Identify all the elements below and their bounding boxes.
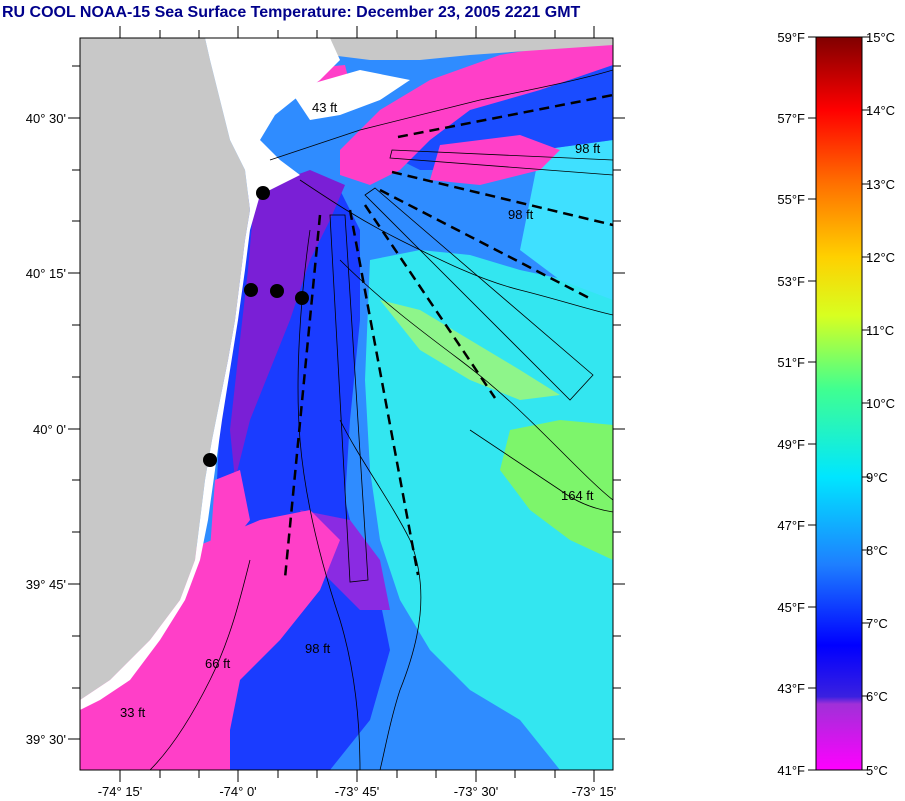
- colorbar-gradient: [815, 36, 863, 771]
- latitude-label: 40° 0': [33, 422, 66, 437]
- contour-label: 98 ft: [575, 141, 601, 156]
- fahrenheit-label: 59°F: [777, 30, 805, 45]
- cyan-water: [365, 250, 613, 770]
- survey-box: [329, 214, 369, 583]
- contour-label: 33 ft: [120, 705, 146, 720]
- celsius-label: 7°C: [866, 616, 888, 631]
- celsius-label: 15°C: [866, 30, 895, 45]
- station-marker: [256, 186, 270, 200]
- radial-line: [397, 93, 613, 139]
- celsius-label: 9°C: [866, 470, 888, 485]
- celsius-label: 12°C: [866, 250, 895, 265]
- longitude-label: -73° 15': [572, 784, 617, 799]
- contour-line: [339, 419, 422, 770]
- magenta-north: [340, 40, 613, 185]
- fahrenheit-label: 49°F: [777, 437, 805, 452]
- radial-line: [283, 214, 322, 579]
- longitude-label: -74° 15': [98, 784, 143, 799]
- station-marker: [244, 283, 258, 297]
- fahrenheit-label: 53°F: [777, 274, 805, 289]
- celsius-label: 11°C: [866, 323, 894, 338]
- contour-line: [339, 259, 613, 501]
- fahrenheit-label: 43°F: [777, 681, 805, 696]
- latitude-label: 39° 30': [26, 732, 66, 747]
- longitude-label: -73° 45': [335, 784, 380, 799]
- fahrenheit-label: 45°F: [777, 600, 805, 615]
- latitude-label: 40° 15': [26, 266, 66, 281]
- contour-label: 43 ft: [312, 100, 338, 115]
- longitude-label: -74° 0': [219, 784, 256, 799]
- radial-line: [363, 204, 497, 399]
- contour-line: [269, 69, 613, 161]
- contour-label: 98 ft: [305, 641, 331, 656]
- celsius-label: 6°C: [866, 689, 888, 704]
- fahrenheit-label: 47°F: [777, 518, 805, 533]
- radial-line: [391, 170, 613, 227]
- contour-label: 164 ft: [561, 488, 594, 503]
- magenta-coast-strip: [210, 470, 250, 550]
- survey-box: [364, 187, 594, 401]
- cyan-east-strip: [520, 140, 613, 300]
- radial-line: [379, 188, 594, 302]
- contour-line: [297, 229, 361, 770]
- radial-line: [348, 209, 420, 576]
- fahrenheit-label: 41°F: [777, 763, 805, 778]
- station-marker: [295, 291, 309, 305]
- fahrenheit-label: 55°F: [777, 192, 805, 207]
- station-marker: [203, 453, 217, 467]
- green-tongue: [380, 300, 560, 400]
- station-marker: [270, 284, 284, 298]
- contour-line: [299, 179, 613, 316]
- celsius-label: 13°C: [866, 177, 895, 192]
- latitude-label: 39° 45': [26, 577, 66, 592]
- green-water: [500, 420, 613, 560]
- celsius-label: 8°C: [866, 543, 888, 558]
- fahrenheit-label: 57°F: [777, 111, 805, 126]
- celsius-label: 5°C: [866, 763, 888, 778]
- contour-label: 98 ft: [508, 207, 534, 222]
- survey-box: [389, 149, 613, 176]
- land-new-jersey: [80, 38, 250, 700]
- celsius-label: 14°C: [866, 103, 895, 118]
- longitude-label: -73° 30': [454, 784, 499, 799]
- shelf-raritan: [290, 70, 410, 120]
- contour-label: 66 ft: [205, 656, 231, 671]
- latitude-label: 40° 30': [26, 111, 66, 126]
- celsius-label: 10°C: [866, 396, 895, 411]
- map-title: RU COOL NOAA-15 Sea Surface Temperature:…: [2, 4, 581, 21]
- fahrenheit-label: 51°F: [777, 355, 805, 370]
- map-frame: [79, 37, 614, 771]
- contour-line: [149, 559, 251, 770]
- land-long-island: [330, 38, 613, 60]
- contour-line: [469, 429, 613, 513]
- magenta-north-east: [430, 135, 560, 185]
